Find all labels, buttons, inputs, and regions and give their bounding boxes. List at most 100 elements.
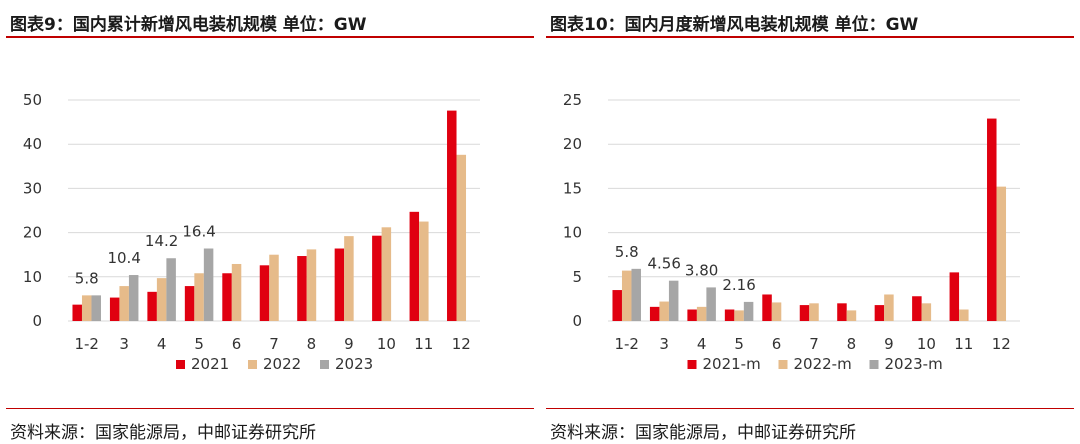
bar-2021-m-4 — [687, 309, 697, 321]
x-tick-label: 6 — [232, 335, 242, 353]
bar-2022-11 — [419, 221, 429, 321]
x-tick-label: 3 — [119, 335, 129, 353]
bar-2021-9 — [334, 248, 345, 321]
x-tick-label: 10 — [917, 335, 936, 353]
bar-2023-m-4 — [706, 287, 716, 321]
bar-2021-m-5 — [724, 309, 735, 321]
x-tick-label: 7 — [269, 335, 279, 353]
source-note: 资料来源：国家能源局，中邮证券研究所 — [10, 423, 316, 443]
chart-title: 图表10：国内月度新增风电装机规模 单位：GW — [550, 15, 919, 35]
title-rule — [6, 36, 534, 38]
x-tick-label: 4 — [157, 335, 167, 353]
monthly-bar-chart: 0 5 10 15 20 25 1-2 3 4 5 6 7 8 9 10 11 12 5.8 4.56 3.802.1… — [563, 91, 1020, 373]
bar-2021-m-11 — [949, 272, 960, 321]
bar-2021-m-12 — [987, 118, 997, 321]
legend-swatch — [176, 360, 185, 369]
legend-swatch — [248, 360, 257, 369]
legend-label: 2021-m — [703, 355, 761, 373]
bar-2022-m-8 — [846, 310, 857, 321]
y-tick-label: 20 — [23, 224, 42, 242]
legend-label: 2023 — [335, 355, 373, 373]
y-tick-label: 10 — [23, 268, 42, 286]
bar-2023-m-3 — [668, 280, 679, 321]
y-tick-label: 30 — [23, 179, 42, 197]
x-tick-label: 11 — [954, 335, 973, 353]
x-tick-label: 12 — [452, 335, 471, 353]
x-tick-label: 5 — [194, 335, 204, 353]
bar-2022-8 — [306, 249, 317, 321]
data-label: 3.80 — [685, 261, 718, 279]
bar-2022-m-10 — [921, 303, 932, 321]
bar-2021-4 — [147, 291, 157, 321]
bar-2021-m-10 — [912, 296, 922, 321]
bar-2022-m-11 — [959, 309, 969, 321]
y-tick-label: 40 — [23, 135, 42, 153]
y-tick-label: 0 — [32, 312, 42, 330]
bar-2021-5 — [184, 286, 195, 321]
x-tick-label: 9 — [344, 335, 354, 353]
bar-2023-1-2 — [91, 295, 101, 321]
bar-2021-3 — [109, 297, 120, 321]
bar-2022-m-4 — [696, 306, 707, 321]
legend-label: 2022 — [263, 355, 301, 373]
y-tick-label: 15 — [563, 179, 582, 197]
y-tick-label: 5 — [572, 268, 582, 286]
legend-swatch — [320, 360, 329, 369]
bar-2022-10 — [381, 227, 392, 321]
bar-2021-12 — [447, 110, 457, 321]
x-tick-label: 1-2 — [74, 335, 99, 353]
chart-title: 图表9：国内累计新增风电装机规模 单位：GW — [10, 15, 367, 35]
bar-2022-12 — [456, 154, 467, 321]
x-tick-label: 11 — [414, 335, 433, 353]
bar-2022-m-12 — [996, 186, 1007, 321]
source-rule — [6, 408, 534, 409]
bar-2023-m-1-2 — [631, 268, 641, 321]
cumulative-bar-chart: 0 10 20 30 40 50 1-2 3 4 5 6 7 8 9 10 11 12 5.8 10.4 14.216… — [23, 91, 480, 373]
y-tick-label: 50 — [23, 91, 42, 109]
x-tick-label: 8 — [847, 335, 857, 353]
y-tick-label: 0 — [572, 312, 582, 330]
data-label: 14.2 — [145, 232, 178, 250]
chart-panel-monthly: 图表10：国内月度新增风电装机规模 单位：GW 0 5 10 15 20 25 1-2 3 4 5… — [540, 0, 1080, 444]
x-tick-label: 6 — [772, 335, 782, 353]
data-label: 5.8 — [615, 243, 639, 261]
bar-2021-m-3 — [649, 306, 660, 321]
bar-2022-1-2 — [81, 295, 92, 321]
bar-2021-10 — [372, 235, 382, 321]
bar-2021-m-6 — [762, 294, 772, 321]
bar-2023-5 — [203, 248, 214, 321]
data-label: 2.16 — [722, 276, 755, 294]
x-tick-label: 4 — [697, 335, 707, 353]
legend-swatch — [687, 360, 697, 369]
source-note: 资料来源：国家能源局，中邮证券研究所 — [550, 423, 856, 443]
bar-2021-m-1-2 — [612, 290, 622, 321]
bar-2022-6 — [231, 263, 242, 321]
x-tick-label: 7 — [809, 335, 819, 353]
source-rule — [546, 408, 1074, 409]
bar-2021-m-9 — [874, 305, 885, 321]
data-label: 4.56 — [647, 255, 680, 273]
legend-label: 2022-m — [794, 355, 852, 373]
bar-2023-m-5 — [743, 301, 754, 321]
data-label: 16.4 — [182, 223, 215, 241]
x-tick-label: 3 — [659, 335, 669, 353]
bar-2022-m-9 — [884, 294, 894, 321]
bar-2021-m-8 — [837, 303, 847, 321]
bar-2021-8 — [297, 256, 307, 321]
bar-2022-m-7 — [809, 303, 819, 321]
title-rule — [546, 36, 1074, 38]
bar-2022-3 — [119, 286, 129, 321]
x-tick-label: 5 — [734, 335, 744, 353]
legend-swatch — [869, 360, 879, 369]
x-tick-label: 10 — [377, 335, 396, 353]
x-tick-label: 12 — [992, 335, 1011, 353]
chart-panel-cumulative: 图表9：国内累计新增风电装机规模 单位：GW 0 10 20 30 40 50 1-2 3 4 5… — [6, 15, 534, 443]
bar-2022-m-3 — [659, 301, 669, 321]
y-tick-label: 25 — [563, 91, 582, 109]
bar-2023-4 — [166, 258, 176, 321]
bar-2021-7 — [259, 265, 270, 321]
data-label: 10.4 — [107, 249, 140, 267]
legend-swatch — [778, 360, 788, 369]
bar-2021-m-7 — [799, 305, 810, 321]
legend-label: 2021 — [191, 355, 229, 373]
